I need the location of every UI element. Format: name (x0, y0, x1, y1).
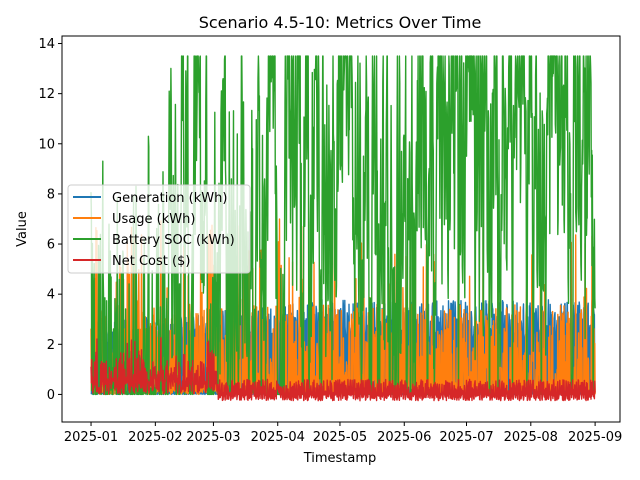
series-line (90, 337, 596, 402)
y-tick-label: 6 (47, 238, 55, 253)
legend-box (67, 184, 251, 274)
y-axis: 0 2 4 6 8 10 12 14 (38, 37, 62, 403)
x-tick-label: 2025-09 (568, 430, 622, 445)
y-tick-label: 10 (38, 137, 55, 152)
x-tick-label: 2025-06 (377, 430, 431, 445)
x-tick-label: 2025-07 (439, 430, 493, 445)
legend-label: Net Cost ($) (112, 254, 190, 269)
chart-title: Scenario 4.5-10: Metrics Over Time (199, 13, 482, 32)
y-axis-title: Value (15, 211, 30, 247)
y-tick-label: 12 (38, 87, 55, 102)
x-axis: 2025-01 2025-02 2025-03 2025-04 2025-05 2025-… (64, 422, 622, 445)
y-tick-label: 14 (38, 37, 55, 52)
plot-frame (61, 35, 621, 423)
x-tick-label: 2025-05 (313, 430, 367, 445)
legend-label: Battery SOC (kWh) (112, 233, 235, 248)
legend-label: Generation (kWh) (112, 191, 227, 206)
y-tick-label: 0 (47, 388, 55, 403)
series-line (90, 55, 596, 396)
x-axis-title: Timestamp (303, 451, 377, 466)
y-tick-label: 2 (47, 338, 55, 353)
legend-label: Usage (kWh) (112, 212, 195, 227)
x-tick-label: 2025-02 (128, 430, 182, 445)
y-tick-label: 8 (47, 187, 55, 202)
legend: Generation (kWh) Usage (kWh) Battery SOC (… (67, 184, 251, 274)
x-tick-label: 2025-03 (186, 430, 240, 445)
x-tick-label: 2025-08 (504, 430, 558, 445)
x-tick-label: 2025-01 (64, 430, 118, 445)
x-tick-label: 2025-04 (251, 430, 305, 445)
y-tick-label: 4 (47, 288, 55, 303)
series-layer (90, 55, 596, 402)
